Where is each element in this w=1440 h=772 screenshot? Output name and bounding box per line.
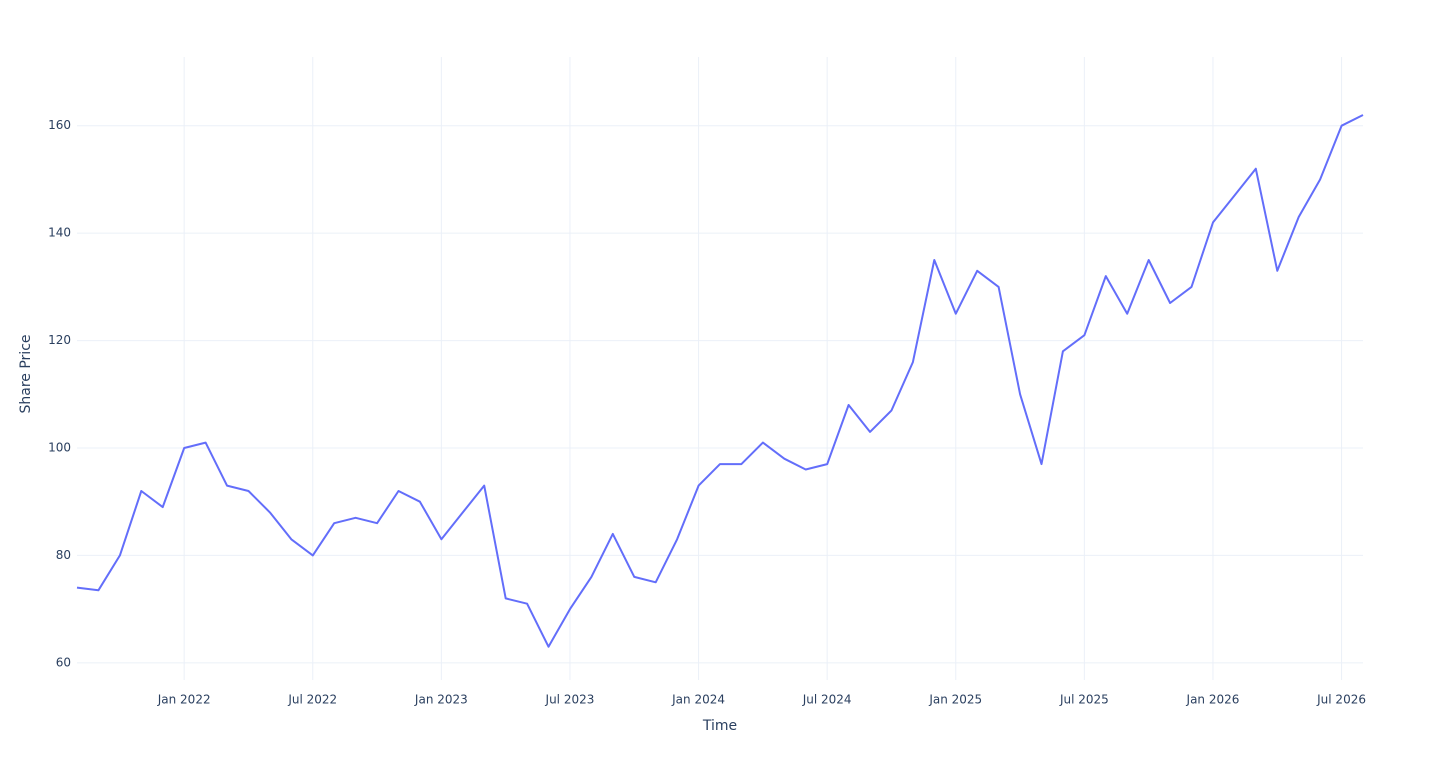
x-tick-label: Jan 2022 xyxy=(157,693,211,707)
x-tick-label: Jan 2024 xyxy=(671,693,725,707)
x-axis-title: Time xyxy=(702,718,737,734)
y-tick-label: 120 xyxy=(48,333,71,347)
y-tick-label: 60 xyxy=(56,655,71,669)
x-tick-label: Jan 2025 xyxy=(928,693,982,707)
line xyxy=(76,114,1364,648)
x-tick-label: Jan 2023 xyxy=(414,693,468,707)
y-tick-label: 100 xyxy=(48,440,71,454)
y-tick-label: 80 xyxy=(56,548,71,562)
y-tick-label: 140 xyxy=(48,226,71,240)
x-tick-label: Jul 2024 xyxy=(802,693,852,707)
x-tick-label: Jan 2026 xyxy=(1186,693,1240,707)
x-tick-label: Jul 2022 xyxy=(287,693,337,707)
x-tick-label: Jul 2025 xyxy=(1059,693,1109,707)
x-tick-label: Jul 2026 xyxy=(1316,693,1366,707)
y-axis-title: Share Price xyxy=(18,334,34,413)
x-tick-label: Jul 2023 xyxy=(545,693,595,707)
y-tick-label: 160 xyxy=(48,118,71,132)
